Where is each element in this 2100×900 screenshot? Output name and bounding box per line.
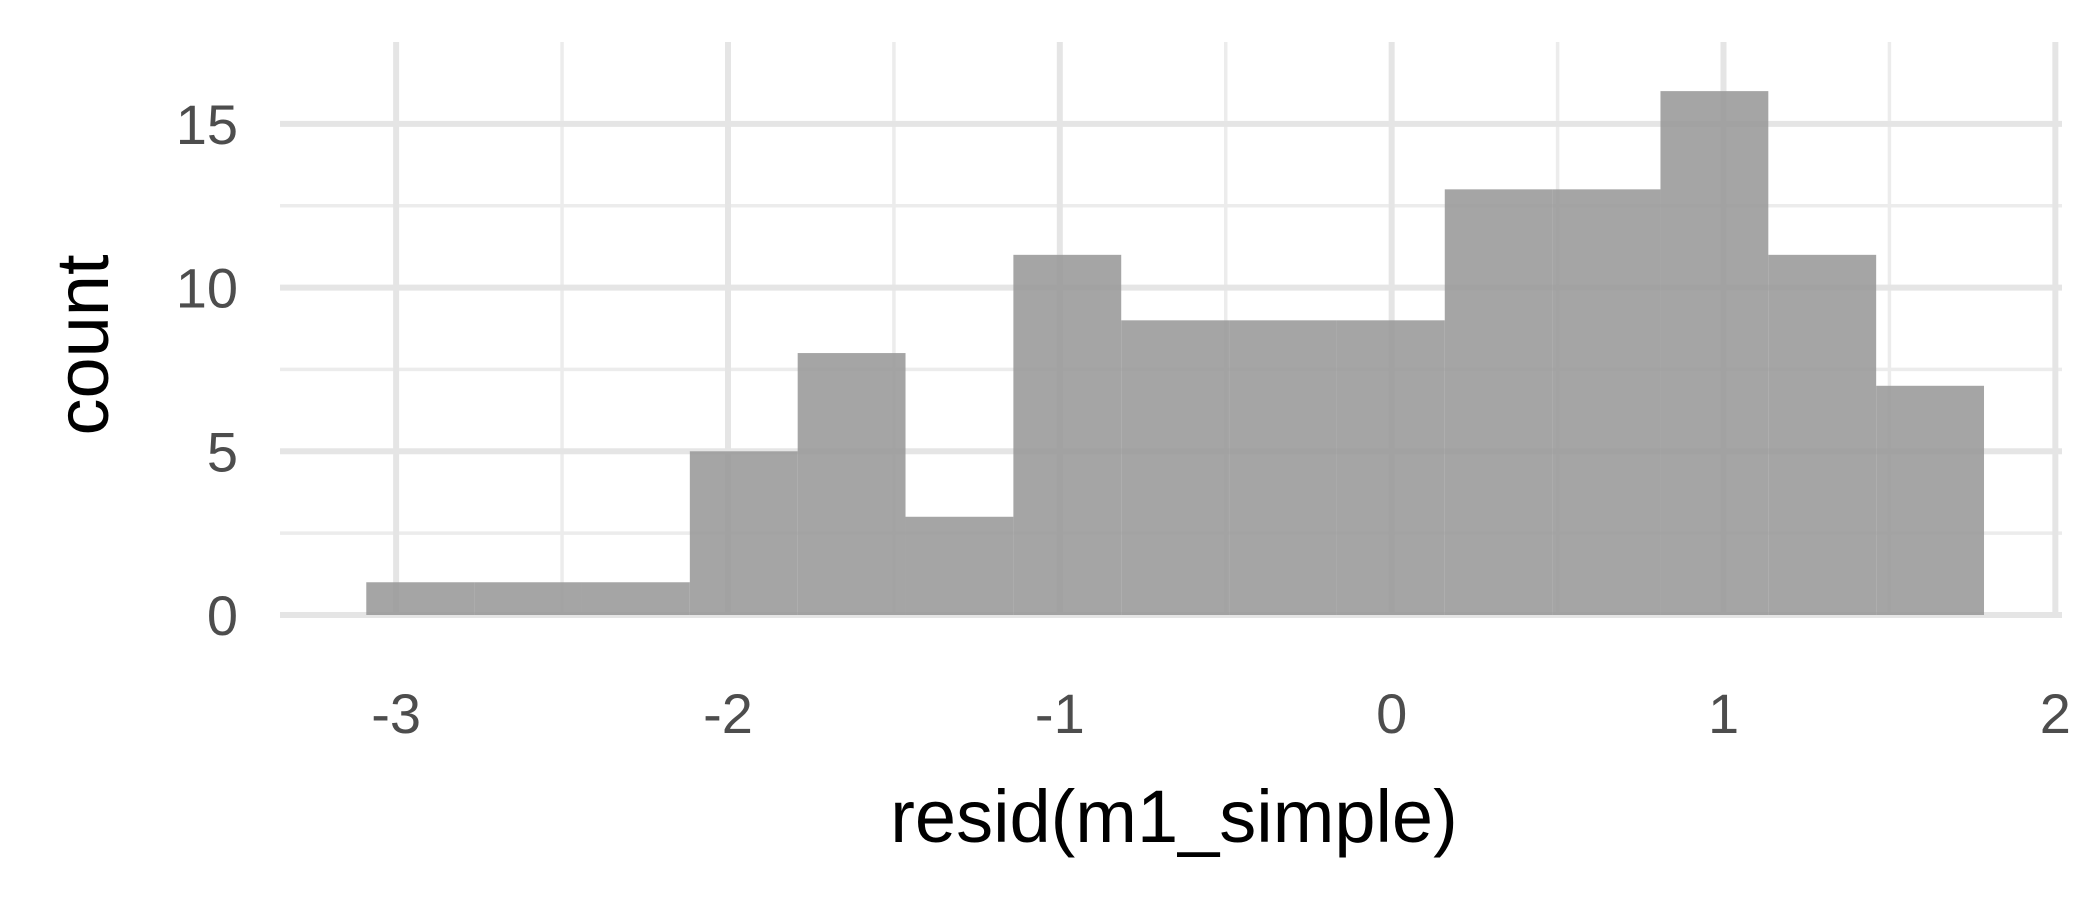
histogram-bar bbox=[1660, 91, 1769, 616]
x-tick-label: -3 bbox=[371, 682, 421, 745]
x-tick-label: 1 bbox=[1708, 682, 1739, 745]
histogram-bar bbox=[1121, 320, 1230, 615]
histogram-bar bbox=[1768, 254, 1877, 616]
histogram-bar bbox=[689, 451, 798, 615]
x-tick-label: -1 bbox=[1035, 682, 1085, 745]
histogram-bar bbox=[581, 582, 690, 615]
y-axis-ticks: 0 5 10 15 bbox=[176, 93, 238, 647]
histogram-bar bbox=[797, 353, 906, 615]
x-tick-label: 2 bbox=[2040, 682, 2071, 745]
x-axis-ticks: -3 -2 -1 0 1 2 bbox=[371, 682, 2071, 745]
y-tick-label: 5 bbox=[207, 420, 238, 483]
histogram-bar bbox=[1336, 320, 1445, 615]
histogram-bar bbox=[366, 582, 475, 615]
histogram-bar bbox=[1876, 385, 1985, 615]
histogram-bar bbox=[474, 582, 582, 615]
histogram-bar bbox=[905, 516, 1014, 615]
y-tick-label: 10 bbox=[176, 257, 238, 320]
x-axis-title: resid(m1_simple) bbox=[890, 775, 1457, 858]
histogram-bar bbox=[1013, 254, 1122, 616]
histogram-bar bbox=[1552, 189, 1661, 616]
x-tick-label: 0 bbox=[1376, 682, 1407, 745]
y-tick-label: 15 bbox=[176, 93, 238, 156]
y-axis-title: count bbox=[41, 254, 124, 435]
histogram-bar bbox=[1444, 189, 1553, 616]
x-tick-label: -2 bbox=[703, 682, 753, 745]
histogram-bars bbox=[366, 91, 1985, 616]
histogram-bar bbox=[1229, 320, 1337, 615]
y-tick-label: 0 bbox=[207, 584, 238, 647]
